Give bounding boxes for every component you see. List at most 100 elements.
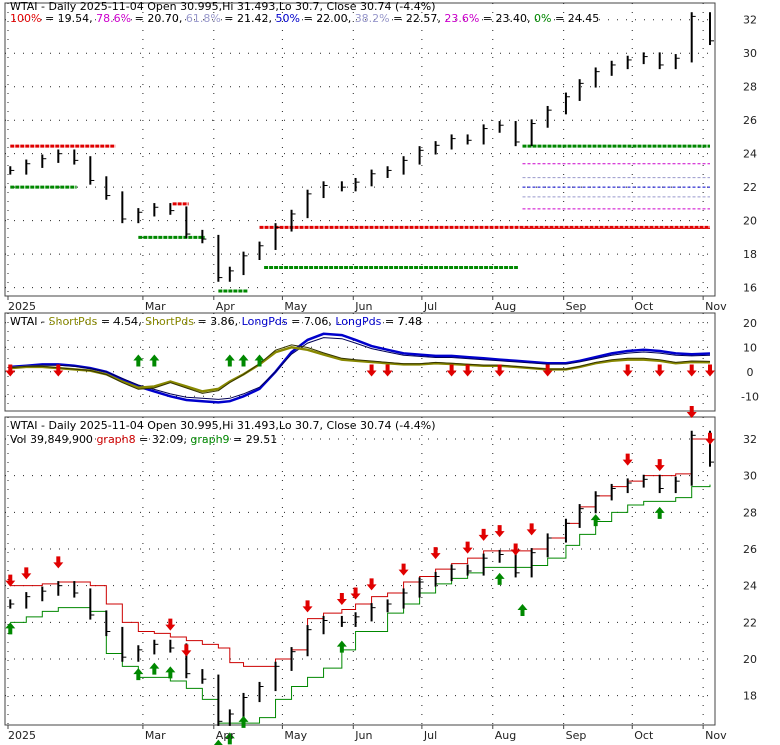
sell-arrow	[446, 364, 457, 377]
pds-sep: -	[38, 315, 49, 328]
fib-equals: =	[300, 12, 316, 25]
buy-arrow	[517, 604, 528, 616]
fib-level-value: 20.70	[147, 12, 179, 25]
buy-arrow	[654, 506, 665, 519]
buy-arrow	[149, 354, 160, 367]
panel-2-y-tick: 10	[743, 341, 757, 354]
fib-level-value: 21.42	[237, 12, 269, 25]
legend-equals: =	[136, 433, 152, 446]
panel-3-x-tick: Jun	[354, 729, 372, 742]
pds-entry-name: LongPds	[242, 315, 288, 328]
sell-arrow	[686, 364, 697, 377]
sell-arrow	[53, 556, 64, 569]
panel-3-x-tick: Jul	[423, 729, 437, 742]
panel-1-levels	[10, 144, 710, 293]
panel-2-arrows	[5, 354, 715, 377]
fib-equals: =	[131, 12, 147, 25]
panel-3-y-tick: 28	[743, 506, 757, 519]
sell-arrow	[686, 406, 697, 418]
buy-arrow	[213, 739, 223, 745]
buy-arrow	[590, 514, 601, 527]
fib-level-label: 61.8%	[186, 12, 221, 25]
long-pds-signal-line	[10, 337, 711, 400]
sell-arrow	[336, 593, 347, 605]
pds-entry-value: 4.54	[114, 315, 139, 328]
sell-arrow	[705, 364, 715, 377]
pds-entry-name: ShortPds	[48, 315, 97, 328]
fib-level-label: 78.6%	[96, 12, 131, 25]
panel-1-x-tick: Oct	[634, 300, 654, 313]
pds-title: WTAI	[10, 315, 38, 328]
sell-arrow	[5, 364, 16, 377]
panel-2-grid	[5, 313, 715, 411]
graph8-name: graph8	[96, 433, 135, 446]
panel-2-y-tick: 0	[747, 366, 754, 379]
panel-3-y-tick: 20	[743, 653, 757, 666]
legend-sep: ,	[183, 433, 190, 446]
pds-sep: ,	[328, 315, 335, 328]
panel-1-y-tick: 28	[743, 81, 757, 94]
pds-entry-value: 3.86	[210, 315, 235, 328]
fib-equals: =	[390, 12, 406, 25]
sell-arrow	[366, 364, 377, 377]
sell-arrow	[478, 528, 489, 541]
panel-3-x-tick: Oct	[634, 729, 654, 742]
panel-1-x-axis: 2025 Mar Apr May Jun Jul Aug Sep Oct Nov	[7, 296, 727, 313]
panel-2-y-axis: -10 0 10 20	[741, 317, 759, 404]
pds-equals: =	[97, 315, 113, 328]
panel-3-y-tick: 30	[743, 470, 757, 483]
long-pds-line	[10, 332, 711, 404]
panel-3-header: WTAI - Daily 2025-11-04 Open 30.995,Hi 3…	[10, 419, 436, 432]
panel-3-x-tick: 2025	[8, 729, 36, 742]
sell-arrow	[494, 525, 505, 538]
sell-arrow	[366, 578, 377, 591]
fib-sep: ,	[269, 12, 276, 25]
panel-1-price-bars	[9, 12, 714, 282]
panel-3-grid	[5, 417, 715, 725]
pds-equals: =	[381, 315, 397, 328]
panel-1-price-fib: 16 18 20 22 24 26 28 30 32 2025 Mar Apr May Jun Jul Au…	[4, 0, 757, 313]
buy-arrow	[133, 668, 144, 681]
panel-2-y-tick: -10	[741, 390, 759, 403]
graph9-value: 29.51	[246, 433, 278, 446]
graph9-name: graph9	[190, 433, 229, 446]
panel-2-pds-lines	[10, 332, 711, 404]
panel-1-x-tick: Jun	[354, 300, 372, 313]
fib-equals: =	[221, 12, 237, 25]
pds-entry-value: 7.06	[304, 315, 329, 328]
panel-3-frame	[4, 416, 716, 726]
pds-equals: =	[194, 315, 210, 328]
panel-1-x-tick: Apr	[216, 300, 236, 313]
panel-1-x-tick: Jul	[423, 300, 437, 313]
panel-1-y-tick: 32	[743, 14, 757, 27]
panel-1-y-tick: 20	[743, 215, 757, 228]
sell-arrow	[430, 547, 441, 560]
sell-arrow	[165, 618, 176, 631]
panel-1-x-tick: Nov	[705, 300, 727, 313]
panel-3-x-tick: Aug	[495, 729, 516, 742]
buy-arrow	[336, 640, 347, 653]
fib-sep: ,	[89, 12, 96, 25]
panel-3-y-tick: 26	[743, 543, 757, 556]
panel-3-y-axis: 18 20 22 24 26 28 30 32	[743, 433, 757, 703]
panel-1-x-tick: Sep	[566, 300, 587, 313]
sell-arrow	[302, 600, 313, 613]
panel-1-y-tick: 16	[743, 282, 757, 295]
pds-entry-value: 7.48	[398, 315, 423, 328]
panel-3-x-tick: Sep	[566, 729, 587, 742]
panel-3-arrows	[5, 406, 715, 745]
panel-3-x-tick: Apr	[216, 729, 236, 742]
panel-2-pds: -10 0 10 20 WTAI - ShortPds = 4.54, ShortPd…	[4, 312, 759, 412]
panel-3-x-axis: 2025 Mar Apr May Jun Jul Aug Sep Oct Nov	[7, 725, 727, 742]
sell-arrow	[21, 567, 32, 580]
sell-arrow	[398, 563, 409, 576]
fib-level-label: 0%	[534, 12, 551, 25]
sell-arrow	[654, 364, 665, 377]
panel-2-y-tick: 20	[743, 317, 757, 330]
panel-3-x-tick: Nov	[705, 729, 727, 742]
pds-entry-name: LongPds	[335, 315, 381, 328]
sell-arrow	[510, 543, 521, 556]
panel-1-y-tick: 26	[743, 114, 757, 127]
